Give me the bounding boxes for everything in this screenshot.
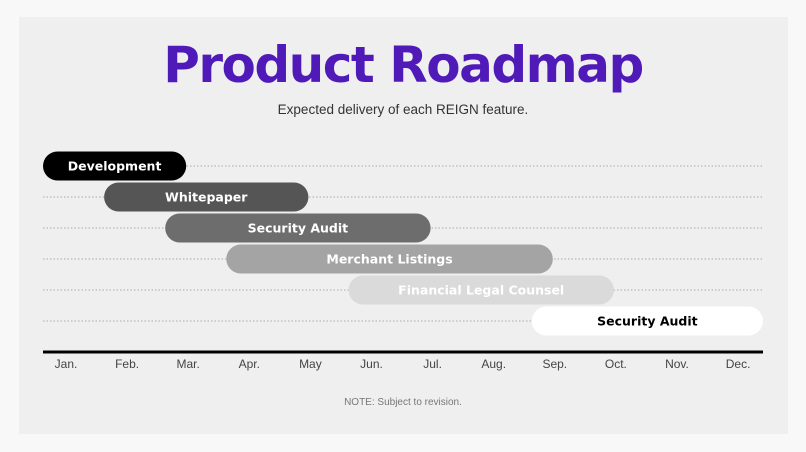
month-tick-label: Feb. — [115, 357, 139, 371]
month-tick-label: Mar. — [177, 357, 200, 371]
roadmap-bar — [226, 244, 553, 274]
roadmap-bar — [348, 275, 614, 305]
roadmap-bar — [104, 182, 309, 212]
roadmap-bar — [165, 213, 431, 243]
month-tick-label: Dec. — [726, 357, 751, 371]
month-tick-label: Aug. — [481, 357, 506, 371]
roadmap-bar-label: Whitepaper — [165, 190, 248, 205]
roadmap-bar — [531, 306, 763, 336]
month-tick-label: Oct. — [605, 357, 627, 371]
roadmap-bar-label: Security Audit — [248, 221, 349, 236]
month-tick-label: Jun. — [360, 357, 383, 371]
roadmap-bar-label: Security Audit — [597, 314, 698, 329]
revision-note: NOTE: Subject to revision. — [344, 397, 462, 408]
page-subtitle: Expected delivery of each REIGN feature. — [277, 102, 529, 117]
roadmap-bar-label: Development — [68, 159, 162, 174]
month-tick-label: Nov. — [665, 357, 689, 371]
month-tick-label: Apr. — [239, 357, 260, 371]
month-tick-label: Sep. — [542, 357, 567, 371]
roadmap-bar-label: Financial Legal Counsel — [398, 283, 564, 298]
month-tick-label: May — [299, 357, 322, 371]
roadmap-bar — [43, 151, 187, 181]
month-tick-label: Jul. — [423, 357, 442, 371]
roadmap-bar-label: Merchant Listings — [326, 252, 452, 267]
month-tick-label: Jan. — [55, 357, 78, 371]
page-title: Product Roadmap — [163, 36, 644, 94]
